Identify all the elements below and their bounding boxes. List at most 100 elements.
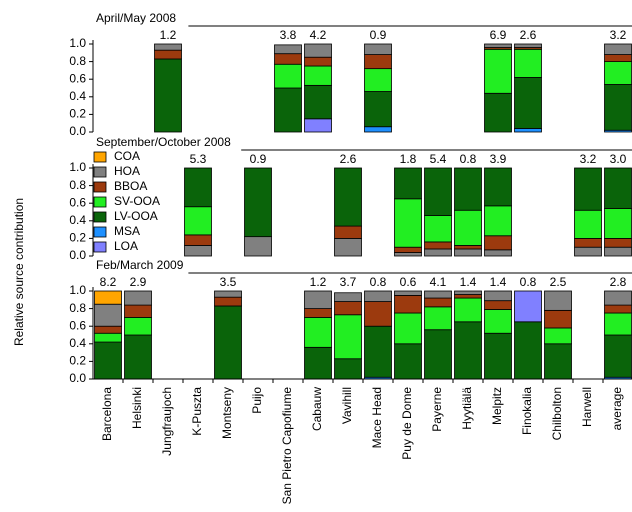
bar-segment bbox=[424, 241, 452, 250]
bar-segment bbox=[484, 290, 512, 302]
bar-segment bbox=[154, 43, 182, 51]
bar-segment bbox=[454, 209, 482, 246]
panel-title: April/May 2008 bbox=[96, 11, 176, 25]
bar-segment bbox=[334, 301, 362, 316]
bar-segment bbox=[394, 294, 422, 314]
x-tick-label: Melpitz bbox=[490, 387, 504, 425]
bar-segment bbox=[364, 91, 392, 128]
bar-segment bbox=[184, 245, 212, 257]
bar-segment bbox=[604, 246, 632, 257]
bar-segment bbox=[574, 209, 602, 239]
bar-segment bbox=[454, 290, 482, 295]
bar-segment bbox=[394, 246, 422, 253]
bar-segment bbox=[94, 325, 122, 334]
y-tick-label: 0.0 bbox=[69, 248, 86, 262]
total-label: 3.9 bbox=[490, 152, 507, 166]
bar-segment bbox=[604, 304, 632, 314]
total-label: 8.2 bbox=[100, 275, 117, 289]
bar-segment bbox=[484, 332, 512, 380]
total-label: 5.3 bbox=[190, 152, 207, 166]
y-tick-label: 0.6 bbox=[69, 71, 86, 85]
bar-segment bbox=[604, 43, 632, 55]
y-tick-label: 0.8 bbox=[69, 54, 86, 68]
bar-segment bbox=[424, 306, 452, 331]
total-label: 0.9 bbox=[250, 152, 267, 166]
bar-segment bbox=[94, 290, 122, 305]
bar-segment bbox=[604, 84, 632, 131]
bar-segment bbox=[454, 167, 482, 211]
total-label: 0.8 bbox=[520, 275, 537, 289]
bar-segment bbox=[244, 167, 272, 238]
bar-segment bbox=[304, 308, 332, 318]
bar-segment bbox=[514, 77, 542, 129]
legend-label: COA bbox=[114, 149, 140, 163]
y-axis-label: Relative source contribution bbox=[12, 198, 26, 346]
x-tick-label: San Pietro Capofiume bbox=[280, 387, 294, 505]
y-tick-label: 0.2 bbox=[69, 354, 86, 368]
bar-segment bbox=[484, 92, 512, 133]
bar-segment bbox=[394, 290, 422, 296]
bar-segment bbox=[574, 246, 602, 257]
bar-segment bbox=[454, 245, 482, 250]
y-tick-label: 0.4 bbox=[69, 336, 86, 350]
y-tick-label: 1.0 bbox=[69, 283, 86, 297]
x-tick-label: Puy de Dome bbox=[400, 387, 414, 460]
total-label: 3.2 bbox=[580, 152, 597, 166]
total-label: 3.8 bbox=[280, 28, 297, 42]
legend-swatch bbox=[93, 151, 107, 163]
bar-segment bbox=[304, 43, 332, 58]
bar-segment bbox=[154, 58, 182, 133]
total-label: 2.5 bbox=[550, 275, 567, 289]
total-label: 3.0 bbox=[610, 152, 627, 166]
bar-segment bbox=[334, 237, 362, 257]
bar-segment bbox=[304, 290, 332, 310]
bar-segment bbox=[544, 309, 572, 329]
bar-segment bbox=[424, 167, 452, 216]
bar-segment bbox=[304, 56, 332, 67]
x-tick-label: Payerne bbox=[430, 387, 444, 432]
y-tick-label: 0.4 bbox=[69, 213, 86, 227]
bar-segment bbox=[484, 235, 512, 251]
bar-segment bbox=[274, 44, 302, 55]
x-tick-label: K-Puszta bbox=[190, 387, 204, 436]
bar-segment bbox=[334, 225, 362, 239]
total-label: 0.8 bbox=[370, 275, 387, 289]
bar-segment bbox=[604, 167, 632, 209]
bar-segment bbox=[484, 43, 512, 48]
bar-segment bbox=[604, 54, 632, 63]
bar-segment bbox=[304, 65, 332, 86]
x-tick-label: Barcelona bbox=[100, 387, 114, 441]
total-label: 2.9 bbox=[130, 275, 147, 289]
legend-swatch bbox=[93, 166, 107, 178]
bar-segment bbox=[514, 128, 542, 133]
bar-segment bbox=[364, 301, 392, 327]
bar-segment bbox=[424, 215, 452, 243]
total-label: 1.2 bbox=[310, 275, 327, 289]
bar-segment bbox=[154, 49, 182, 60]
bar-segment bbox=[214, 305, 242, 380]
y-tick-label: 0.8 bbox=[69, 178, 86, 192]
bar-segment bbox=[94, 332, 122, 343]
bar-segment bbox=[484, 249, 512, 257]
total-label: 4.2 bbox=[310, 28, 327, 42]
bar-segment bbox=[334, 292, 362, 302]
bar-segment bbox=[364, 325, 392, 378]
bar-segment bbox=[334, 167, 362, 227]
total-label: 1.4 bbox=[490, 275, 507, 289]
x-tick-label: Harwell bbox=[580, 387, 594, 427]
total-label: 5.4 bbox=[430, 152, 447, 166]
bar-segment bbox=[394, 198, 422, 248]
total-label: 2.6 bbox=[520, 28, 537, 42]
x-tick-label: Vavihill bbox=[340, 387, 354, 424]
y-tick-label: 1.0 bbox=[69, 36, 86, 50]
bar-segment bbox=[394, 252, 422, 257]
total-label: 1.8 bbox=[400, 152, 417, 166]
y-tick-label: 0.6 bbox=[69, 195, 86, 209]
legend-label: SV-OOA bbox=[114, 194, 160, 208]
bar-segment bbox=[484, 167, 512, 207]
x-tick-label: average bbox=[610, 387, 624, 431]
bar-segment bbox=[514, 43, 542, 48]
bar-segment bbox=[304, 118, 332, 133]
bar-segment bbox=[574, 237, 602, 248]
bar-segment bbox=[604, 290, 632, 306]
